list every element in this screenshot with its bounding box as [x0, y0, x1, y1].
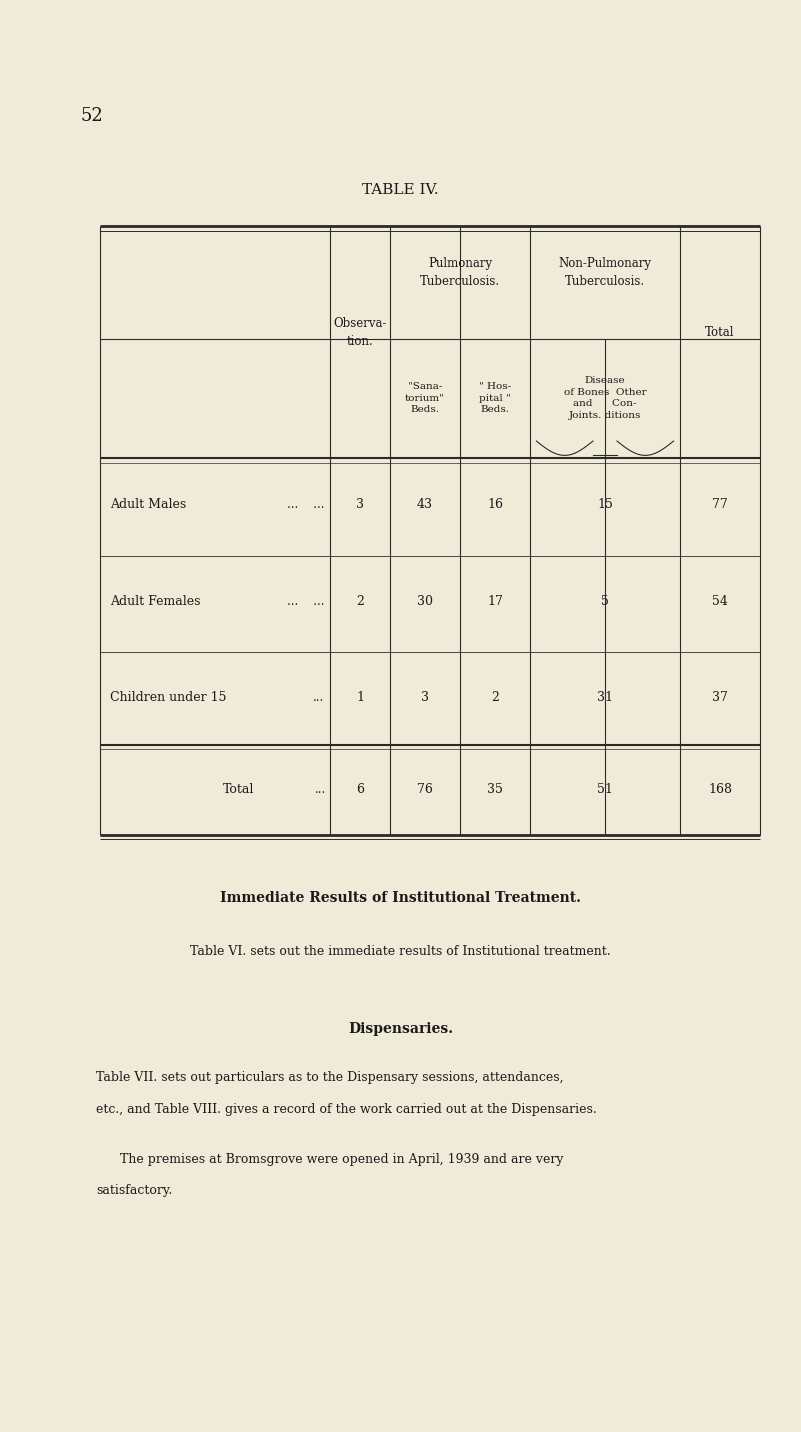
Text: etc., and Table VIII. gives a record of the work carried out at the Dispensaries: etc., and Table VIII. gives a record of …	[96, 1103, 597, 1116]
Text: 16: 16	[487, 497, 503, 511]
Text: 37: 37	[712, 690, 728, 705]
Text: 1: 1	[356, 690, 364, 705]
Text: 6: 6	[356, 782, 364, 796]
Text: 30: 30	[417, 594, 433, 609]
Text: 54: 54	[712, 594, 728, 609]
Text: "Sana-
torium"
Beds.: "Sana- torium" Beds.	[405, 382, 445, 414]
Text: 76: 76	[417, 782, 433, 796]
Text: Disease
of Bones  Other
and      Con-
Joints. ditions: Disease of Bones Other and Con- Joints. …	[564, 375, 646, 421]
Text: 2: 2	[491, 690, 499, 705]
Text: 43: 43	[417, 497, 433, 511]
Text: Adult Males: Adult Males	[110, 497, 186, 511]
Text: Adult Females: Adult Females	[110, 594, 200, 609]
Text: 35: 35	[487, 782, 503, 796]
Text: 15: 15	[597, 497, 613, 511]
Text: Children under 15: Children under 15	[110, 690, 226, 705]
Text: Observa-
tion.: Observa- tion.	[333, 316, 387, 348]
Text: The premises at Bromsgrove were opened in April, 1939 and are very: The premises at Bromsgrove were opened i…	[120, 1153, 564, 1166]
Text: 51: 51	[597, 782, 613, 796]
Text: Dispensaries.: Dispensaries.	[348, 1022, 453, 1037]
Text: 17: 17	[487, 594, 503, 609]
Text: 77: 77	[712, 497, 728, 511]
Text: Table VI. sets out the immediate results of Institutional treatment.: Table VI. sets out the immediate results…	[190, 945, 611, 958]
Text: ...    ...: ... ...	[287, 594, 324, 609]
Text: 168: 168	[708, 782, 732, 796]
Text: 3: 3	[421, 690, 429, 705]
Text: Non-Pulmonary
Tuberculosis.: Non-Pulmonary Tuberculosis.	[558, 256, 651, 288]
Text: TABLE IV.: TABLE IV.	[362, 183, 439, 198]
Text: Total: Total	[223, 782, 255, 796]
Text: Immediate Results of Institutional Treatment.: Immediate Results of Institutional Treat…	[220, 891, 581, 905]
Text: 5: 5	[601, 594, 609, 609]
Text: ...: ...	[315, 782, 326, 796]
Text: satisfactory.: satisfactory.	[96, 1184, 172, 1197]
Text: 31: 31	[597, 690, 613, 705]
Text: ...: ...	[313, 690, 324, 705]
Text: 52: 52	[80, 107, 103, 126]
Text: " Hos-
pital "
Beds.: " Hos- pital " Beds.	[479, 382, 511, 414]
Text: Table VII. sets out particulars as to the Dispensary sessions, attendances,: Table VII. sets out particulars as to th…	[96, 1071, 564, 1084]
Text: 2: 2	[356, 594, 364, 609]
Text: ...    ...: ... ...	[287, 497, 324, 511]
Text: Pulmonary
Tuberculosis.: Pulmonary Tuberculosis.	[420, 256, 500, 288]
Text: Total: Total	[705, 325, 735, 339]
Text: 3: 3	[356, 497, 364, 511]
